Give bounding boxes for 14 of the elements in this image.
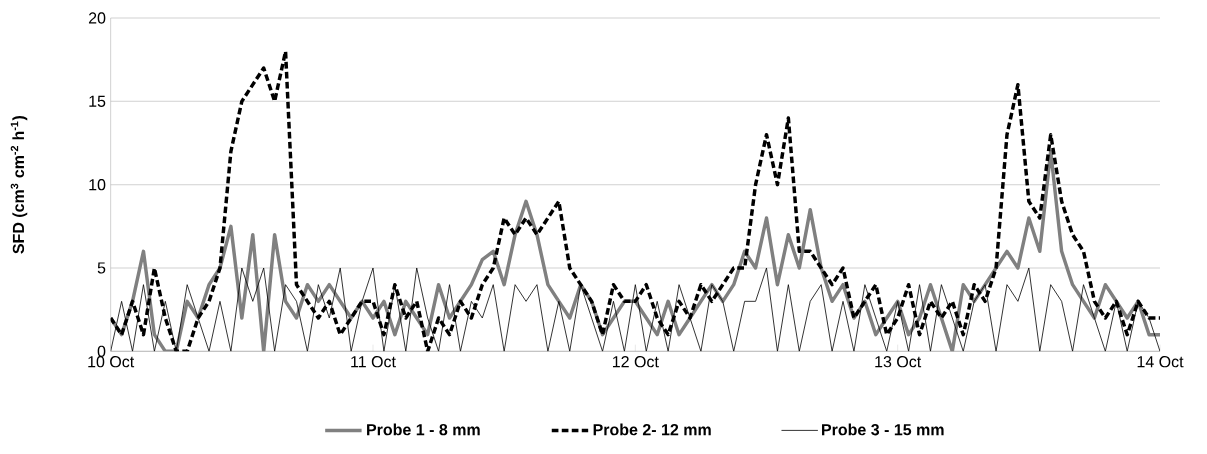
x-tick-label: 11 Oct: [351, 356, 396, 368]
y-tick-label: 5: [97, 262, 106, 274]
y-tick-label: 10: [89, 179, 106, 191]
y-tick-label: 20: [88, 12, 106, 24]
x-tick-label: 10 Oct: [88, 356, 135, 368]
y-axis-title: SFD (cm$^{3}$ cm$^{-2}$ h$^{-1}$): [10, 116, 28, 254]
x-tick-label: 14 Oct: [1137, 356, 1184, 368]
legend-label: Probe 2- 12 mm: [593, 423, 711, 436]
x-tick-label: 12 Oct: [612, 356, 659, 368]
y-tick-label: 15: [89, 95, 106, 107]
y-tick-label: 0: [97, 345, 106, 357]
legend-label: Probe 3 - 15 mm: [822, 423, 944, 436]
legend-label: Probe 1 - 8 mm: [367, 423, 480, 436]
x-tick-label: 13 Oct: [875, 356, 922, 368]
